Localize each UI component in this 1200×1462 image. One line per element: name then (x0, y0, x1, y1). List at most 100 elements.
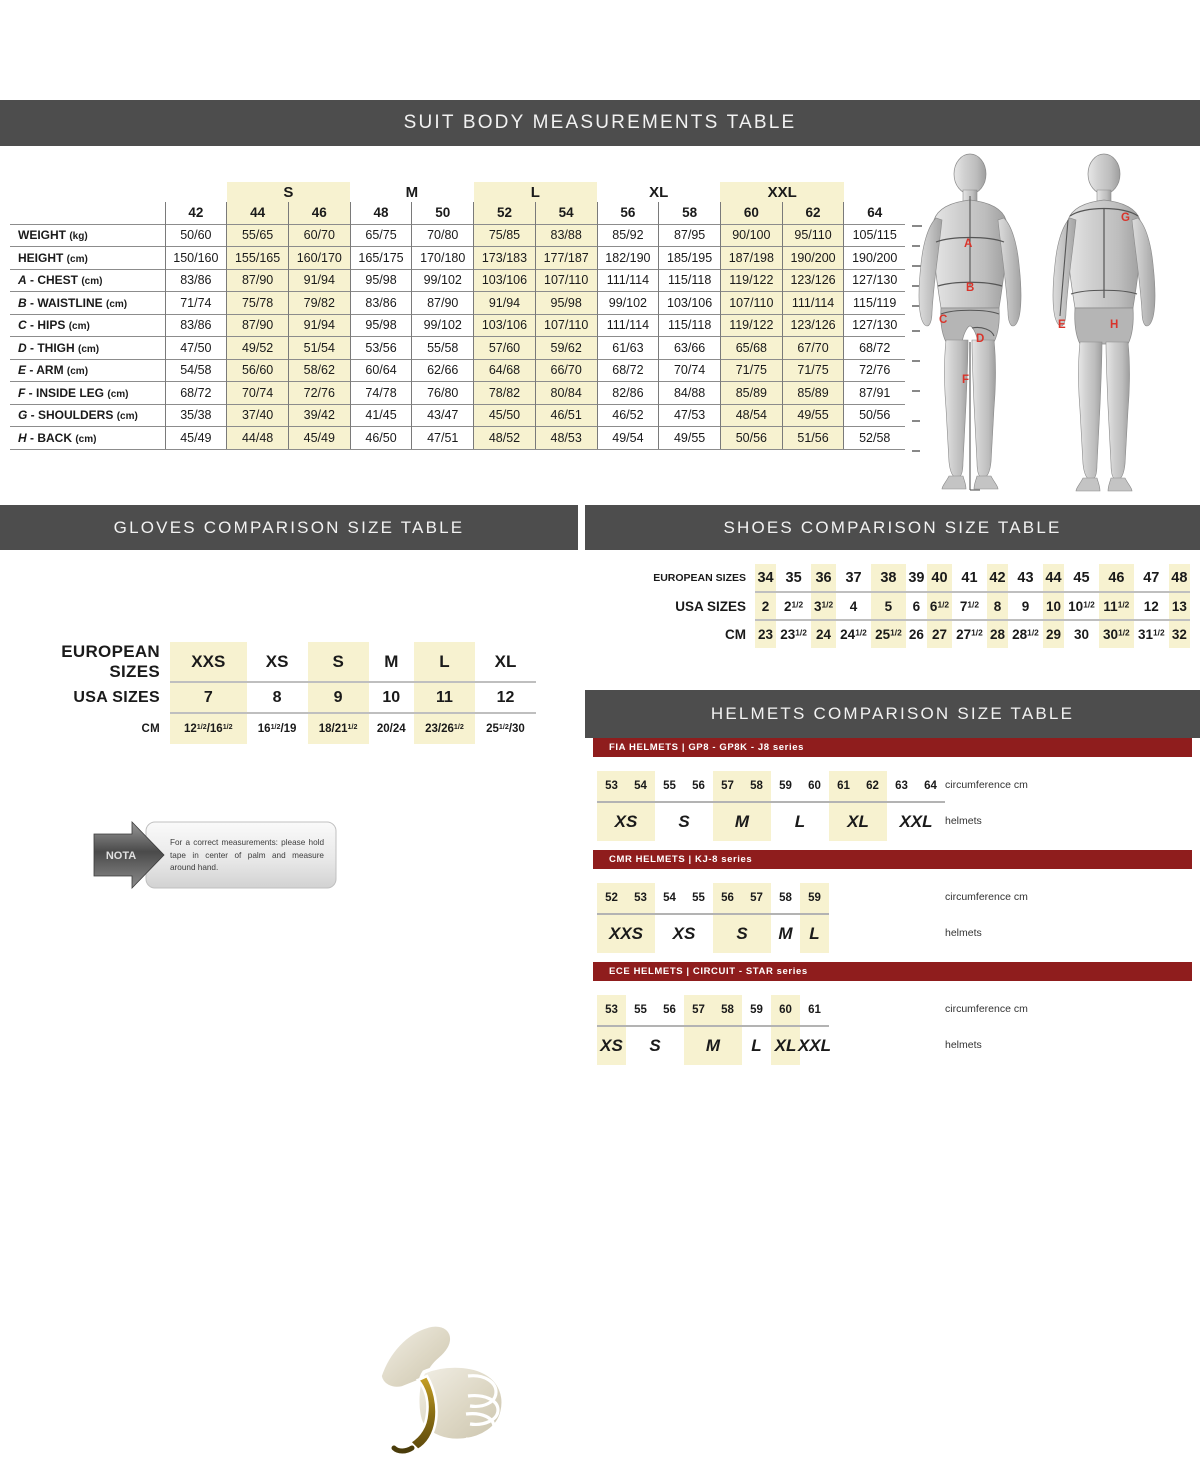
suit-cell: 49/52 (226, 336, 289, 359)
suit-cell: 43/47 (411, 403, 474, 427)
suit-cell: 87/91 (843, 381, 905, 404)
suit-cell: 49/54 (596, 426, 659, 450)
suit-cell: 55/65 (226, 223, 289, 247)
suit-cell: 87/90 (226, 313, 289, 337)
suit-cell: 95/98 (349, 268, 412, 292)
suit-cell: 87/90 (411, 291, 474, 314)
suit-row-hips: C - HIPS (cm) 83/86 87/90 91/94 95/98 99/102 1… (10, 313, 905, 337)
suit-cell: 58/62 (287, 358, 351, 382)
helmet-block: 53 54 55 56 57 58 59 60 61 62 63 64 XS S M L XL XXL circum… (585, 757, 1200, 850)
shoes-cell: 5 (870, 592, 906, 621)
suit-cell: 68/72 (843, 336, 905, 359)
shoes-cell: 8 (986, 592, 1009, 621)
suit-cell: 47/53 (658, 403, 721, 427)
helmet-circumference-cell: 54 (663, 892, 676, 904)
gloves-cell: M (368, 642, 414, 683)
helmet-circumference-cell: 64 (924, 780, 937, 792)
suit-cell: 59/62 (534, 336, 598, 359)
suit-cell: 71/75 (719, 358, 783, 382)
helmet-circumference-cell: 56 (713, 883, 742, 913)
helmet-circumference-cell: 53 (626, 883, 655, 913)
gloves-cell: S (307, 642, 369, 683)
helmet-size-xs: XS (597, 803, 655, 841)
suit-cell: 85/89 (719, 381, 783, 404)
shoes-cell: 47 (1133, 564, 1169, 593)
gloves-cell: 8 (246, 682, 308, 714)
suit-cell: 70/74 (658, 358, 721, 382)
suit-cell: 48/52 (473, 426, 536, 450)
helmet-circumference-cell: 60 (808, 780, 821, 792)
shoes-cell: 2 (755, 592, 777, 621)
gloves-cell: 20/24 (376, 723, 406, 735)
shoes-row-label: CM (725, 626, 746, 642)
helmet-size-xxl: XXL (797, 1036, 832, 1055)
suit-group-xxl: XXL (720, 182, 844, 202)
suit-cell: 45/49 (287, 426, 351, 450)
suit-cell: 155/165 (226, 246, 289, 269)
suit-measurements-table: S M L XL XXL 42 44 46 48 50 52 54 56 58 60 62 64 WEIGHT (… (10, 182, 905, 450)
shoes-cell: 31/2 (811, 592, 837, 621)
gloves-cell: 10 (368, 682, 414, 714)
suit-cell: 95/110 (781, 223, 844, 247)
suit-cell: 115/118 (658, 313, 721, 337)
helmet-size-xs: XS (672, 924, 696, 943)
suit-row-label: B - WAISTLINE (cm) (10, 291, 165, 314)
suit-section-title: SUIT BODY MEASUREMENTS TABLE (0, 100, 1200, 146)
shoes-cell: 42 (986, 564, 1009, 593)
suit-cell: 57/60 (473, 336, 536, 359)
suit-cell: 115/119 (843, 291, 905, 314)
suit-cell: 83/86 (164, 313, 227, 337)
suit-cell: 47/51 (411, 426, 474, 450)
gloves-row-eu: EUROPEAN SIZES XXS XS S M L XL (48, 642, 536, 683)
body-figures-svg (912, 153, 1156, 492)
helmet-size-xl: XL (829, 803, 887, 841)
helmet-size-xxs: XXS (597, 915, 655, 953)
gloves-cell: 251/2/30 (486, 723, 525, 735)
shoes-cell: 111/2 (1098, 592, 1134, 621)
marker-g: G (1121, 212, 1130, 224)
marker-f: F (962, 374, 970, 386)
suit-cell: 85/89 (781, 381, 844, 404)
suit-cell: 87/90 (226, 268, 289, 292)
suit-cell: 65/75 (349, 223, 412, 247)
suit-group-blank (844, 182, 905, 202)
suit-row-chest: A - CHEST (cm) 83/86 87/90 91/94 95/98 99/102… (10, 268, 905, 292)
suit-cell: 60/70 (287, 223, 351, 247)
suit-cell: 70/74 (226, 381, 289, 404)
suit-cell: 70/80 (411, 223, 474, 247)
shoes-cell: 28 (986, 620, 1009, 648)
shoes-section: EUROPEAN SIZES 34 35 36 37 38 39 40 41 42 43 44 45 46… (585, 550, 1200, 690)
shoes-cell: 26 (908, 627, 924, 642)
suit-cell: 68/72 (596, 358, 659, 382)
shoes-cell: 37 (836, 564, 871, 593)
suit-row-inside-leg: F - INSIDE LEG (cm) 68/72 70/74 72/76 74/78 7… (10, 381, 905, 404)
suit-cell: 84/88 (658, 381, 721, 404)
shoes-cell: 46 (1098, 564, 1134, 593)
shoes-cell: 48 (1168, 564, 1190, 593)
gloves-section-title: GLOVES COMPARISON SIZE TABLE (0, 505, 578, 550)
suit-cell: 35/38 (164, 403, 227, 427)
shoes-cell: 61/2 (926, 592, 953, 621)
gloves-row-label: EUROPEAN SIZES (61, 642, 160, 681)
helmet-circumference-cell: 59 (750, 1004, 763, 1016)
helmet-circumference-cell: 55 (692, 892, 705, 904)
suit-cell: 85/92 (596, 223, 659, 247)
helmet-note-circumference: circumference cm (945, 779, 1028, 791)
shoes-cell: 45 (1064, 564, 1099, 593)
suit-cell: 50/56 (719, 426, 783, 450)
helmet-note-circumference: circumference cm (945, 891, 1028, 903)
suit-cell: 55/58 (411, 336, 474, 359)
suit-row-arm: E - ARM (cm) 54/58 56/60 58/62 60/64 62/66 64/… (10, 358, 905, 382)
suit-cell: 56/60 (226, 358, 289, 382)
suit-row-height: HEIGHT (cm) 150/160 155/165 160/170 165/175 1… (10, 246, 905, 269)
suit-cell: 107/110 (534, 268, 598, 292)
suit-cell: 185/195 (658, 246, 721, 269)
shoes-row-eu: EUROPEAN SIZES 34 35 36 37 38 39 40 41 42 43 44 45 46… (605, 564, 1190, 593)
shoes-cell: 21/2 (776, 592, 812, 621)
shoes-cell: 311/2 (1137, 627, 1165, 642)
suit-cell: 45/49 (164, 426, 227, 450)
helmet-circumference-cell: 57 (684, 995, 713, 1025)
back-figure (1052, 153, 1156, 492)
helmet-size-m: M (684, 1027, 742, 1065)
